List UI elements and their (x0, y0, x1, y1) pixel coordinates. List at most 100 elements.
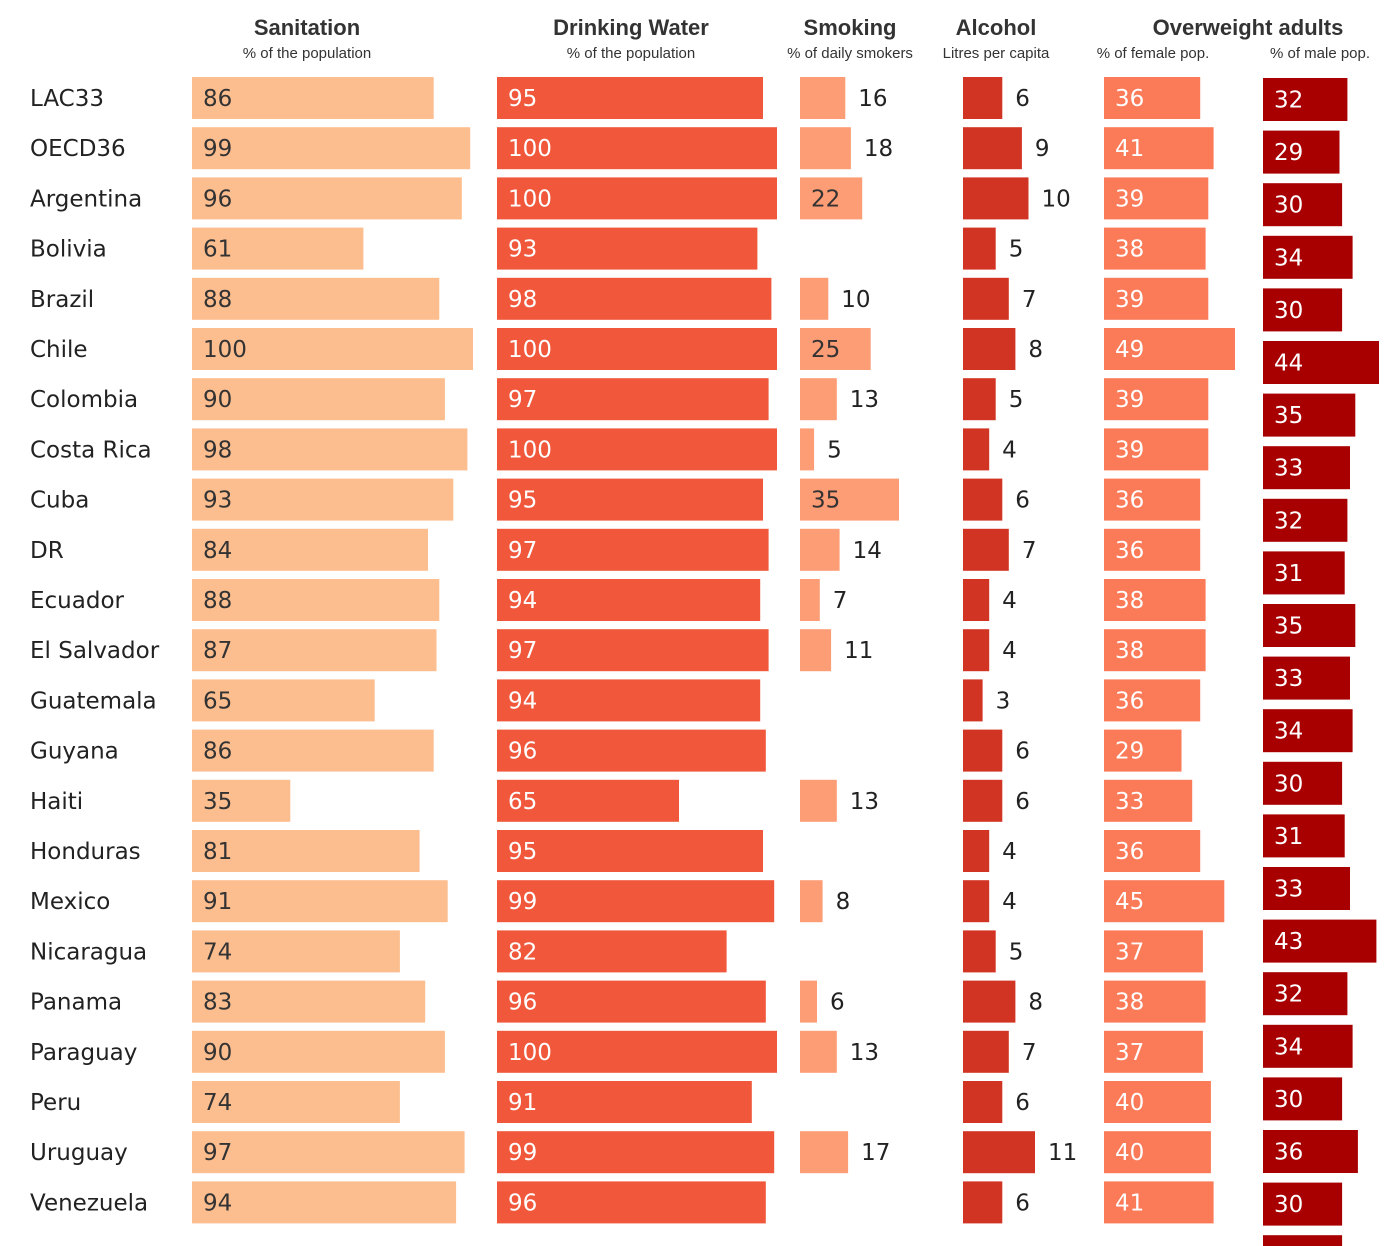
value-label-sanitation: 86 (203, 739, 232, 765)
bar-smoking (800, 478, 899, 521)
row-label: Bolivia (30, 237, 107, 263)
bar-alcohol (963, 1181, 1003, 1224)
value-label-overweight_male: 43 (1274, 929, 1303, 955)
bar-overweight_male (1263, 761, 1343, 805)
value-label-overweight_female: 38 (1115, 588, 1144, 614)
value-label-overweight_male: 32 (1274, 88, 1303, 114)
bar-overweight_male (1263, 78, 1348, 121)
bar-overweight_male (1263, 235, 1353, 279)
value-label-smoking: 7 (833, 588, 848, 614)
bar-sanitation (192, 980, 426, 1023)
bar-water (497, 127, 777, 170)
value-label-water: 100 (508, 136, 552, 162)
bar-water (497, 779, 679, 822)
bar-water (497, 579, 761, 621)
value-label-water: 95 (508, 839, 537, 865)
value-label-sanitation: 87 (203, 638, 232, 664)
value-label-water: 100 (508, 186, 552, 212)
bar-alcohol (963, 980, 1016, 1023)
bar-water (497, 328, 777, 370)
value-label-water: 97 (508, 387, 537, 413)
value-label-overweight_female: 36 (1115, 86, 1144, 112)
value-label-water: 95 (508, 488, 537, 514)
value-label-sanitation: 83 (203, 990, 232, 1016)
value-label-overweight_female: 39 (1115, 437, 1144, 463)
bar-sanitation (192, 428, 468, 471)
bar-overweight_female (1104, 1030, 1203, 1073)
value-label-overweight_male: 31 (1274, 824, 1303, 850)
bars: 8699966188100909893848887658635819174839… (192, 77, 1379, 1246)
bar-water (497, 1081, 752, 1123)
bar-overweight_female (1104, 830, 1201, 872)
bar-water (497, 629, 769, 672)
value-label-alcohol: 6 (1015, 86, 1030, 112)
value-label-overweight_male: 34 (1274, 719, 1303, 745)
bar-overweight_female (1104, 880, 1225, 923)
value-label-alcohol: 4 (1002, 638, 1017, 664)
value-label-overweight_female: 39 (1115, 186, 1144, 212)
value-label-alcohol: 8 (1028, 337, 1043, 363)
bar-sanitation (192, 579, 440, 621)
value-label-alcohol: 5 (1009, 387, 1024, 413)
bar-alcohol (963, 378, 996, 421)
value-label-water: 100 (508, 437, 552, 463)
header-alcohol: Alcohol (956, 15, 1037, 40)
value-label-overweight_male: 31 (1274, 561, 1303, 587)
bar-smoking (800, 378, 837, 421)
row-label: El Salvador (30, 638, 160, 664)
bar-overweight_male (1263, 709, 1353, 753)
value-label-water: 91 (508, 1090, 537, 1116)
value-label-overweight_male: 33 (1274, 456, 1303, 482)
value-label-overweight_female: 36 (1115, 488, 1144, 514)
value-label-overweight_female: 29 (1115, 739, 1144, 765)
bar-water (497, 980, 766, 1023)
bar-overweight_female (1104, 779, 1193, 822)
header-overweight-adults: Overweight adults (1153, 15, 1344, 40)
bar-overweight_male (1263, 972, 1348, 1016)
bar-overweight_male (1263, 604, 1356, 647)
bar-smoking (800, 1131, 849, 1174)
value-label-overweight_female: 37 (1115, 939, 1144, 965)
row-label: LAC33 (30, 86, 104, 112)
bar-sanitation (192, 277, 440, 320)
row-label: Peru (30, 1090, 81, 1116)
bar-overweight_male (1263, 288, 1343, 332)
bar-sanitation (192, 629, 437, 672)
bar-overweight_male (1263, 183, 1343, 227)
value-label-alcohol: 6 (1015, 1090, 1030, 1116)
row-label: Chile (30, 337, 88, 363)
value-label-smoking: 13 (850, 1040, 879, 1066)
value-label-water: 97 (508, 638, 537, 664)
bar-overweight_female (1104, 277, 1209, 320)
value-label-alcohol: 4 (1002, 889, 1017, 915)
value-label-sanitation: 93 (203, 488, 232, 514)
header-water: Drinking Water (553, 15, 709, 40)
bar-overweight_male (1263, 656, 1350, 700)
bar-sanitation (192, 328, 473, 370)
value-label-water: 99 (508, 889, 537, 915)
value-label-sanitation: 86 (203, 86, 232, 112)
header-smoking: Smoking (804, 15, 897, 40)
value-label-sanitation: 96 (203, 186, 232, 212)
bar-smoking (800, 1030, 837, 1073)
row-label: Costa Rica (30, 437, 152, 463)
value-label-sanitation: 84 (203, 538, 232, 564)
bar-alcohol (963, 880, 990, 923)
value-label-water: 93 (508, 237, 537, 263)
bar-overweight_female (1104, 127, 1214, 170)
bar-overweight_male (1263, 1235, 1343, 1246)
bar-smoking (800, 177, 863, 220)
value-label-smoking: 10 (841, 287, 870, 313)
value-label-overweight_female: 39 (1115, 287, 1144, 313)
row-label: Honduras (30, 839, 141, 865)
value-label-smoking: 17 (861, 1140, 890, 1166)
value-label-sanitation: 100 (203, 337, 247, 363)
value-label-overweight_female: 49 (1115, 337, 1144, 363)
bar-overweight_male (1263, 393, 1356, 437)
bar-smoking (800, 428, 815, 471)
value-label-alcohol: 6 (1015, 1190, 1030, 1216)
bar-overweight_male (1263, 867, 1350, 910)
value-label-sanitation: 99 (203, 136, 232, 162)
value-label-overweight_male: 32 (1274, 508, 1303, 534)
